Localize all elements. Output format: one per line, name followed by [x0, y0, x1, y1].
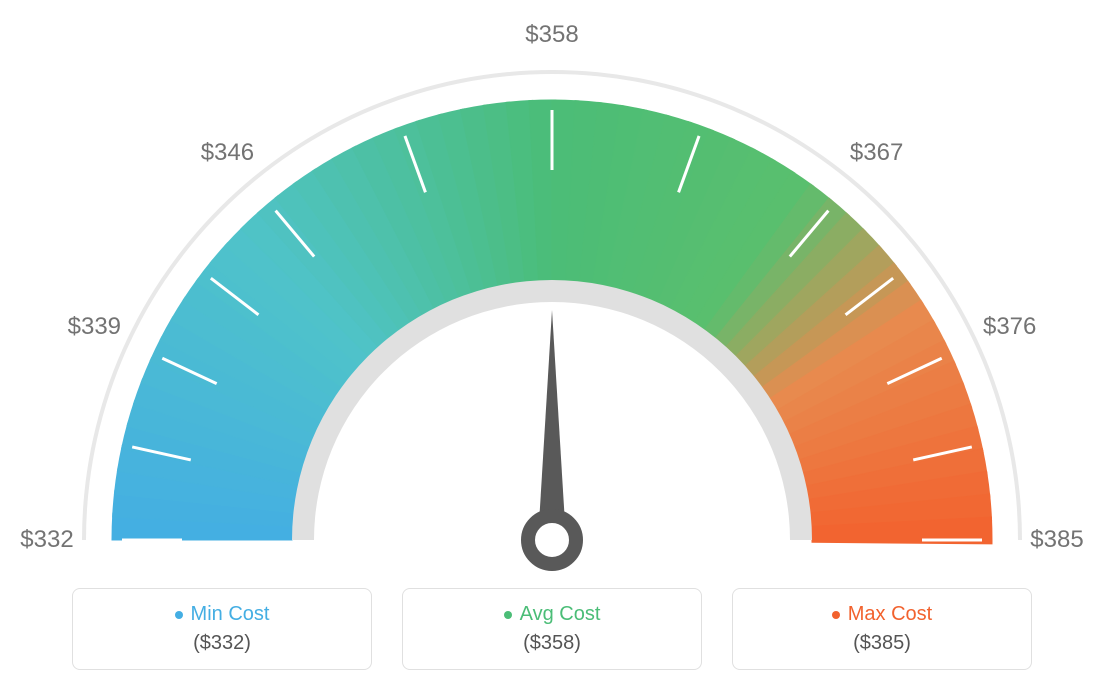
legend-max-value: ($385): [753, 632, 1011, 655]
legend-max-label: Max Cost: [832, 603, 932, 626]
legend-min-cost: Min Cost ($332): [72, 588, 372, 670]
legend-min-label: Min Cost: [175, 603, 270, 626]
gauge-chart: $332 $339 $346 $358 $367 $376 $385: [0, 20, 1104, 580]
gauge-tick-label: $385: [1030, 526, 1083, 554]
gauge-tick-label: $339: [68, 313, 121, 341]
gauge-tick-label: $332: [20, 526, 73, 554]
legend-min-value: ($332): [93, 632, 351, 655]
gauge-tick-label: $367: [850, 139, 903, 167]
legend: Min Cost ($332) Avg Cost ($358) Max Cost…: [0, 588, 1104, 670]
legend-max-cost: Max Cost ($385): [732, 588, 1032, 670]
legend-avg-value: ($358): [423, 632, 681, 655]
legend-avg-label: Avg Cost: [504, 603, 601, 626]
legend-avg-cost: Avg Cost ($358): [402, 588, 702, 670]
gauge-tick-label: $346: [201, 139, 254, 167]
gauge-tick-label: $358: [525, 21, 578, 49]
gauge-svg: [0, 20, 1104, 580]
gauge-tick-label: $376: [983, 313, 1036, 341]
